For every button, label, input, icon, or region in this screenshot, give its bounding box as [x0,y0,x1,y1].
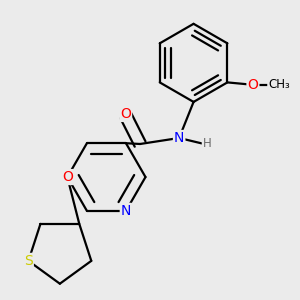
Text: N: N [174,131,184,145]
Text: S: S [24,254,33,268]
Text: CH₃: CH₃ [268,78,290,91]
Text: H: H [203,137,212,150]
Text: N: N [121,204,131,218]
Text: O: O [120,107,131,121]
Text: O: O [62,170,73,184]
Text: O: O [248,78,258,92]
